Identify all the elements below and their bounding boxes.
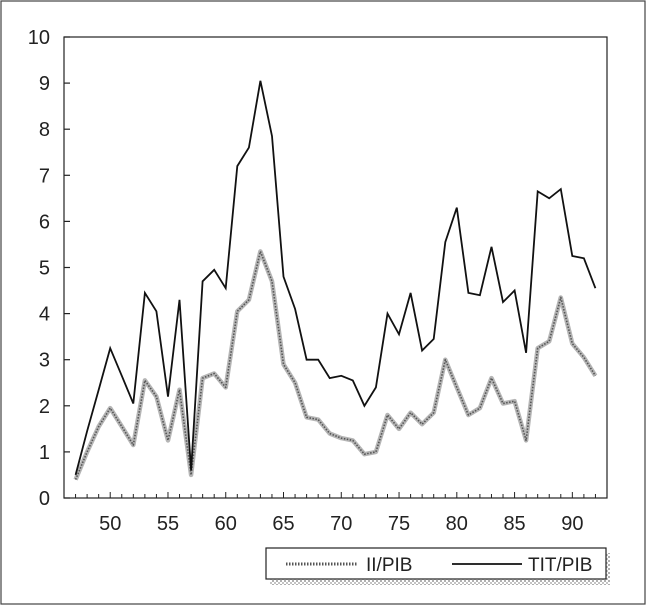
- y-tick-label: 6: [39, 211, 50, 233]
- y-tick-label: 0: [39, 488, 50, 510]
- series-line-ii-pib: [74, 250, 597, 480]
- legend: II/PIB TIT/PIB: [265, 547, 610, 585]
- y-tick-label: 4: [39, 304, 50, 326]
- series-layer: [73, 80, 598, 481]
- x-tick-label: 70: [330, 513, 352, 535]
- y-tick-label: 9: [39, 73, 50, 95]
- y-tick-label: 3: [39, 350, 50, 372]
- y-tick-label: 10: [28, 27, 50, 49]
- x-tick-label: 65: [272, 513, 294, 535]
- y-tick-label: 5: [39, 258, 50, 280]
- x-axis: 50 55 60 65 70 75 80 85 90: [75, 492, 596, 535]
- series-line-tit-pib: [74, 80, 597, 476]
- x-tick-label: 90: [561, 513, 583, 535]
- x-tick-label: 75: [388, 513, 410, 535]
- legend-label-tit-pib: TIT/PIB: [528, 555, 592, 576]
- x-tick-label: 60: [215, 513, 237, 535]
- y-tick-label: 7: [39, 165, 50, 187]
- y-axis: 0 1 2 3 4 5 6 7 8 9 10: [28, 27, 70, 510]
- y-tick-label: 8: [39, 119, 50, 141]
- y-tick-label: 2: [39, 396, 50, 418]
- x-tick-label: 50: [99, 513, 121, 535]
- y-tick-label: 1: [39, 442, 50, 464]
- x-tick-label: 80: [446, 513, 468, 535]
- legend-label-ii-pib: II/PIB: [366, 555, 412, 576]
- x-tick-label: 55: [157, 513, 179, 535]
- x-tick-label: 85: [503, 513, 525, 535]
- series-line-ii-pib-band: [73, 249, 598, 481]
